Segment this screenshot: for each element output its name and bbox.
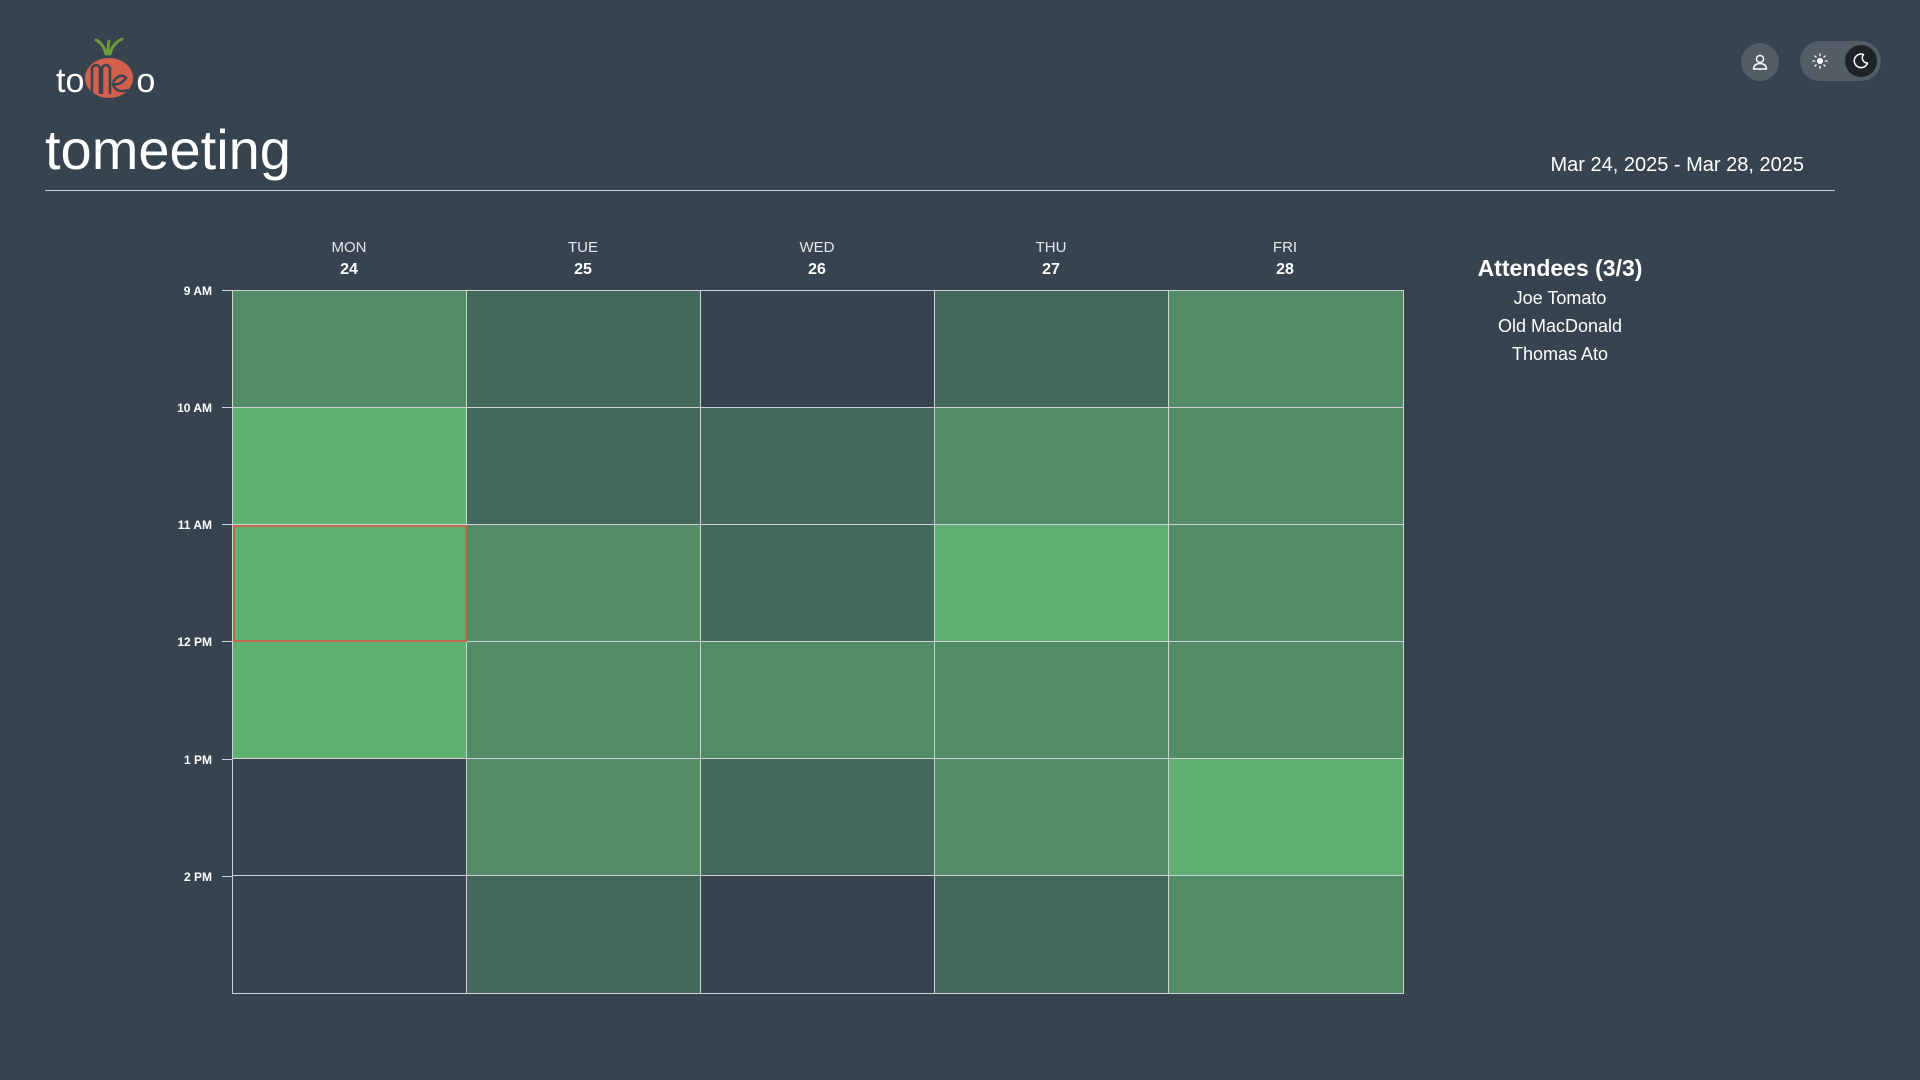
moon-icon (1853, 53, 1869, 69)
time-slot-fri-2pm[interactable] (1169, 876, 1403, 993)
attendee-item[interactable]: Joe Tomato (1513, 288, 1607, 308)
time-slot-tue-12pm[interactable] (467, 642, 701, 759)
user-icon (1752, 54, 1768, 70)
time-slot-fri-12pm[interactable] (1169, 642, 1403, 759)
time-slot-thu-12pm[interactable] (935, 642, 1169, 759)
dark-mode-button[interactable] (1845, 45, 1877, 77)
logo-text-left: to (56, 62, 85, 100)
time-slot-tue-10am[interactable] (467, 408, 701, 525)
attendee-item[interactable]: Old MacDonald (1497, 316, 1623, 336)
time-slot-thu-2pm[interactable] (935, 876, 1169, 993)
time-slot-fri-1pm[interactable] (1169, 759, 1403, 876)
time-tick (222, 290, 232, 291)
time-tick (222, 524, 232, 525)
day-name: WED (799, 239, 835, 256)
attendees-panel: Attendees (3/3) Joe Tomato Old MacDonald… (1460, 253, 1660, 368)
time-slot-thu-9am[interactable] (935, 291, 1169, 408)
time-label: 12 PM (177, 635, 212, 649)
logo-text-right: o (136, 62, 156, 100)
time-label: 10 AM (177, 401, 212, 415)
time-slot-thu-11am[interactable] (935, 525, 1169, 642)
time-slot-wed-11am[interactable] (701, 525, 935, 642)
time-slot-thu-10am[interactable] (935, 408, 1169, 525)
time-slot-wed-1pm[interactable] (701, 759, 935, 876)
day-name: TUE (568, 239, 598, 256)
time-tick (222, 641, 232, 642)
attendees-title: Attendees (3/3) (1477, 255, 1643, 281)
availability-grid (232, 290, 1404, 994)
time-slot-tue-1pm[interactable] (467, 759, 701, 876)
time-slot-fri-10am[interactable] (1169, 408, 1403, 525)
time-slot-mon-9am[interactable] (233, 291, 467, 408)
tomeeto-logo[interactable]: to o (56, 28, 176, 98)
attendee-item[interactable]: Thomas Ato (1511, 344, 1609, 364)
time-slot-mon-1pm[interactable] (233, 759, 467, 876)
day-header-mon: MON 24 (232, 238, 466, 282)
day-date: 28 (1276, 261, 1294, 278)
time-tick (222, 876, 232, 877)
title-divider (45, 190, 1835, 191)
time-slot-wed-9am[interactable] (701, 291, 935, 408)
time-label: 11 AM (177, 518, 212, 532)
time-label: 9 AM (183, 284, 212, 298)
time-slot-fri-11am[interactable] (1169, 525, 1403, 642)
theme-toggle[interactable] (1800, 41, 1881, 81)
day-header-thu: THU 27 (934, 238, 1168, 282)
time-slot-tue-11am[interactable] (467, 525, 701, 642)
time-slot-wed-12pm[interactable] (701, 642, 935, 759)
day-name: THU (1035, 239, 1067, 256)
profile-button[interactable] (1741, 43, 1779, 81)
time-tick (222, 759, 232, 760)
page-title: tomeeting (45, 118, 291, 181)
time-label: 1 PM (183, 753, 212, 767)
day-date: 27 (1042, 261, 1060, 278)
day-header-wed: WED 26 (700, 238, 934, 282)
day-header-fri: FRI 28 (1168, 238, 1402, 282)
time-slot-fri-9am[interactable] (1169, 291, 1403, 408)
light-mode-button[interactable] (1804, 45, 1836, 77)
time-tick (222, 407, 232, 408)
day-date: 24 (340, 261, 358, 278)
time-label: 2 PM (183, 870, 212, 884)
day-header-tue: TUE 25 (466, 238, 700, 282)
time-slot-wed-10am[interactable] (701, 408, 935, 525)
day-name: FRI (1272, 239, 1298, 256)
sun-icon (1812, 53, 1828, 69)
time-slot-mon-2pm[interactable] (233, 876, 467, 993)
day-name: MON (331, 239, 367, 256)
time-slot-thu-1pm[interactable] (935, 759, 1169, 876)
day-date: 26 (808, 261, 826, 278)
tomato-logo-icon (82, 38, 138, 98)
time-slot-wed-2pm[interactable] (701, 876, 935, 993)
day-date: 25 (574, 261, 592, 278)
time-slot-tue-9am[interactable] (467, 291, 701, 408)
time-slot-tue-2pm[interactable] (467, 876, 701, 993)
time-slot-mon-11am[interactable] (233, 525, 467, 642)
attendees-list: Joe Tomato Old MacDonald Thomas Ato (1460, 284, 1660, 368)
time-slot-mon-10am[interactable] (233, 408, 467, 525)
date-range: Mar 24, 2025 - Mar 28, 2025 (1550, 154, 1804, 176)
time-slot-mon-12pm[interactable] (233, 642, 467, 759)
